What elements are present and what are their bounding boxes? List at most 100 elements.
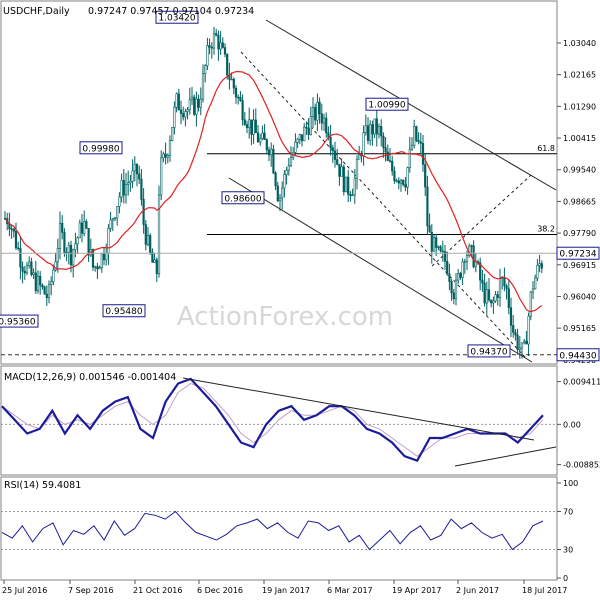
candle [529, 290, 532, 321]
price-label: 0.98600 [221, 191, 265, 205]
price-tick-label: 0.97790 [563, 229, 596, 238]
candle [525, 331, 528, 345]
candle [443, 244, 447, 270]
candle [285, 166, 288, 185]
candle [536, 259, 539, 282]
rsi-title: RSI(14) 59.4081 [4, 480, 81, 491]
candle [96, 262, 99, 279]
rsi-tick-label: 70 [563, 508, 573, 517]
candle [278, 194, 282, 212]
candle [201, 64, 205, 103]
candle [329, 124, 332, 156]
candle [182, 106, 185, 121]
candle [41, 283, 44, 290]
candle [305, 121, 308, 136]
candle [316, 93, 319, 132]
candle [120, 173, 123, 203]
candle [107, 224, 110, 265]
candle [441, 240, 444, 262]
candle [153, 253, 156, 263]
price-tick-label: 0.96040 [563, 292, 596, 301]
macd-trendlines [182, 377, 557, 467]
chart-title: USDCHF,Daily [3, 6, 70, 17]
candle [89, 238, 92, 257]
candle [129, 174, 132, 192]
candle [221, 37, 224, 49]
svg-text:1.03420: 1.03420 [158, 14, 195, 24]
candle [83, 210, 86, 237]
price-tick-label: 1.03040 [563, 39, 596, 48]
candle [303, 123, 306, 142]
candle [371, 120, 374, 146]
candle [168, 135, 172, 162]
date-tick-label: 25 Jul 2016 [2, 586, 47, 595]
candle [188, 87, 191, 115]
candle [63, 228, 66, 257]
candle [199, 87, 202, 116]
candle [494, 290, 497, 303]
candle [105, 243, 108, 266]
fibonacci-levels: 61.8 38.2 [207, 144, 557, 236]
candle [391, 155, 394, 176]
candle [261, 125, 264, 141]
candle [300, 134, 304, 147]
candle [52, 264, 55, 286]
candle [413, 119, 416, 149]
candle [245, 120, 249, 134]
candle [333, 141, 337, 168]
candle [85, 219, 88, 229]
candle [393, 166, 396, 184]
macd-tick-label: 0.00 [563, 420, 581, 429]
candle [336, 148, 339, 166]
fib-level-label: 38.2 [537, 225, 555, 234]
candle [395, 178, 398, 183]
candle [215, 28, 218, 37]
candle [80, 213, 84, 243]
candle [448, 263, 451, 291]
candle [25, 262, 29, 276]
candle [481, 269, 484, 292]
candle [217, 30, 220, 61]
candle [360, 150, 363, 163]
candle [116, 206, 119, 226]
rsi-panel-frame [0, 476, 558, 581]
candle [397, 177, 400, 190]
candle [353, 169, 356, 204]
rsi-line [1, 510, 544, 551]
candle [490, 299, 493, 308]
candle [171, 127, 174, 142]
price-tick-label: 0.99540 [563, 166, 596, 175]
price-tick-label: 0.98665 [563, 197, 596, 206]
candle [58, 211, 62, 260]
candle [281, 181, 284, 210]
candle [173, 101, 176, 135]
candle [351, 188, 354, 197]
candle [28, 256, 31, 269]
price-label: 1.00990 [365, 97, 409, 111]
candle [19, 236, 22, 280]
price-label: 1.03420 [155, 10, 199, 24]
candle [50, 276, 53, 296]
candle [12, 228, 15, 238]
candle [219, 31, 222, 55]
candle [439, 245, 442, 253]
svg-text:1.00990: 1.00990 [368, 101, 405, 111]
rsi-tick-label: 30 [563, 546, 573, 555]
candle [228, 62, 231, 90]
candle [36, 270, 40, 294]
candle [131, 159, 134, 189]
candle [23, 265, 26, 280]
candle [496, 290, 499, 306]
candle [410, 137, 414, 151]
candle [349, 191, 352, 202]
candle [432, 234, 436, 252]
candle [452, 288, 455, 305]
candle [307, 118, 310, 140]
candle [248, 107, 251, 139]
candle [140, 169, 143, 206]
candle [179, 100, 183, 125]
candle [267, 146, 271, 162]
candle [166, 153, 169, 164]
candle [534, 274, 537, 290]
candle [14, 222, 18, 250]
